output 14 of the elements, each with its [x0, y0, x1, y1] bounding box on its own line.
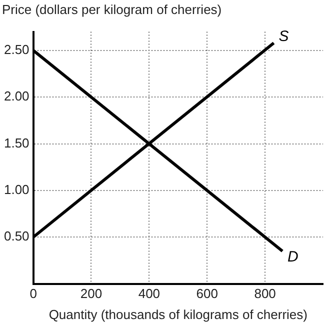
y-tick-label: 2.50	[4, 42, 30, 58]
x-tick-label: 0	[30, 286, 37, 302]
x-tick-label: 200	[80, 286, 102, 302]
y-tick-label: 0.50	[4, 228, 30, 244]
y-axis-title: Price (dollars per kilogram of cherries)	[2, 2, 222, 17]
series-label: S	[278, 28, 289, 46]
y-tick-label: 1.00	[4, 182, 30, 198]
x-tick-label: 400	[138, 286, 160, 302]
series-label: D	[287, 248, 298, 266]
x-tick-label: 600	[196, 286, 218, 302]
x-tick-label: 800	[254, 286, 276, 302]
y-tick-label: 1.50	[4, 135, 30, 150]
x-axis-title: Quantity (thousands of kilograms of cherries)	[48, 306, 308, 322]
y-tick-label: 2.00	[4, 88, 30, 104]
